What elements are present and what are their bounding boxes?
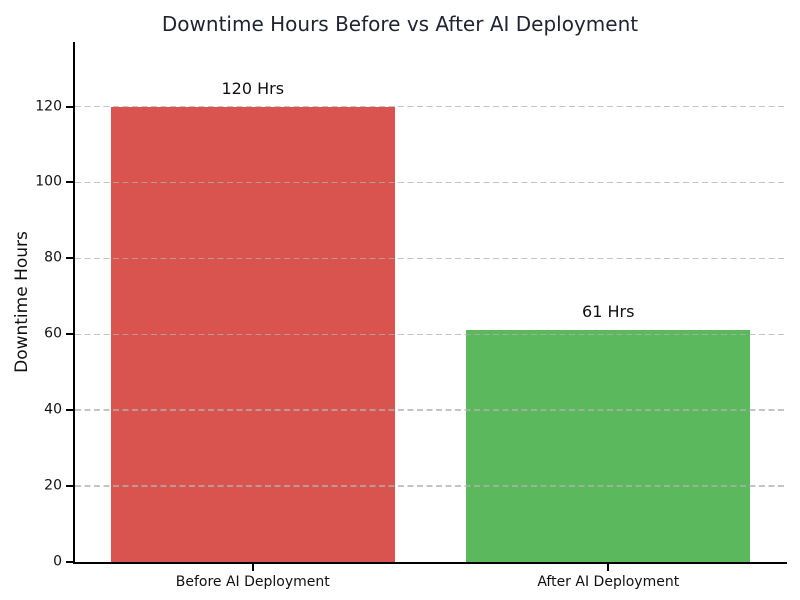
y-axis-tick-label: 0 <box>53 553 62 570</box>
y-axis-tick-label: 60 <box>44 325 62 342</box>
y-axis-tick-label: 40 <box>44 401 62 418</box>
y-axis-spine <box>73 42 75 564</box>
x-axis-tick-label: Before AI Deployment <box>175 574 330 590</box>
y-axis-tick <box>66 181 73 184</box>
y-gridline <box>75 485 786 487</box>
chart-title: Downtime Hours Before vs After AI Deploy… <box>161 12 639 36</box>
y-gridline <box>75 333 786 336</box>
x-axis-spine <box>73 562 787 564</box>
y-axis-tick <box>66 409 73 412</box>
y-gridline <box>75 181 786 184</box>
y-axis-tick-label: 120 <box>35 98 62 115</box>
y-axis-tick-label: 80 <box>44 250 62 267</box>
x-axis-tick-label: After AI Deployment <box>537 574 680 590</box>
x-axis-tick <box>607 564 610 571</box>
bar-value-label: 61 Hrs <box>582 302 635 322</box>
y-axis-tick <box>66 561 73 563</box>
y-axis-tick <box>66 105 73 108</box>
y-axis-tick <box>66 257 73 260</box>
plot-area: 0 20 40 60 80 100 120 120 Hrs Before AI Deployme… <box>35 42 787 590</box>
y-axis-tick <box>66 333 73 336</box>
x-axis-tick <box>251 564 254 571</box>
y-axis-tick-label: 20 <box>44 477 62 494</box>
bar-value-label: 120 Hrs <box>221 78 285 98</box>
y-gridline <box>75 257 786 260</box>
y-axis-tick <box>66 485 73 488</box>
y-gridline <box>75 105 786 108</box>
y-axis-tick-label: 100 <box>35 174 62 191</box>
bar-after-ai-deployment <box>466 330 751 562</box>
y-gridline <box>75 409 786 411</box>
y-axis-label: Downtime Hours <box>12 231 32 373</box>
